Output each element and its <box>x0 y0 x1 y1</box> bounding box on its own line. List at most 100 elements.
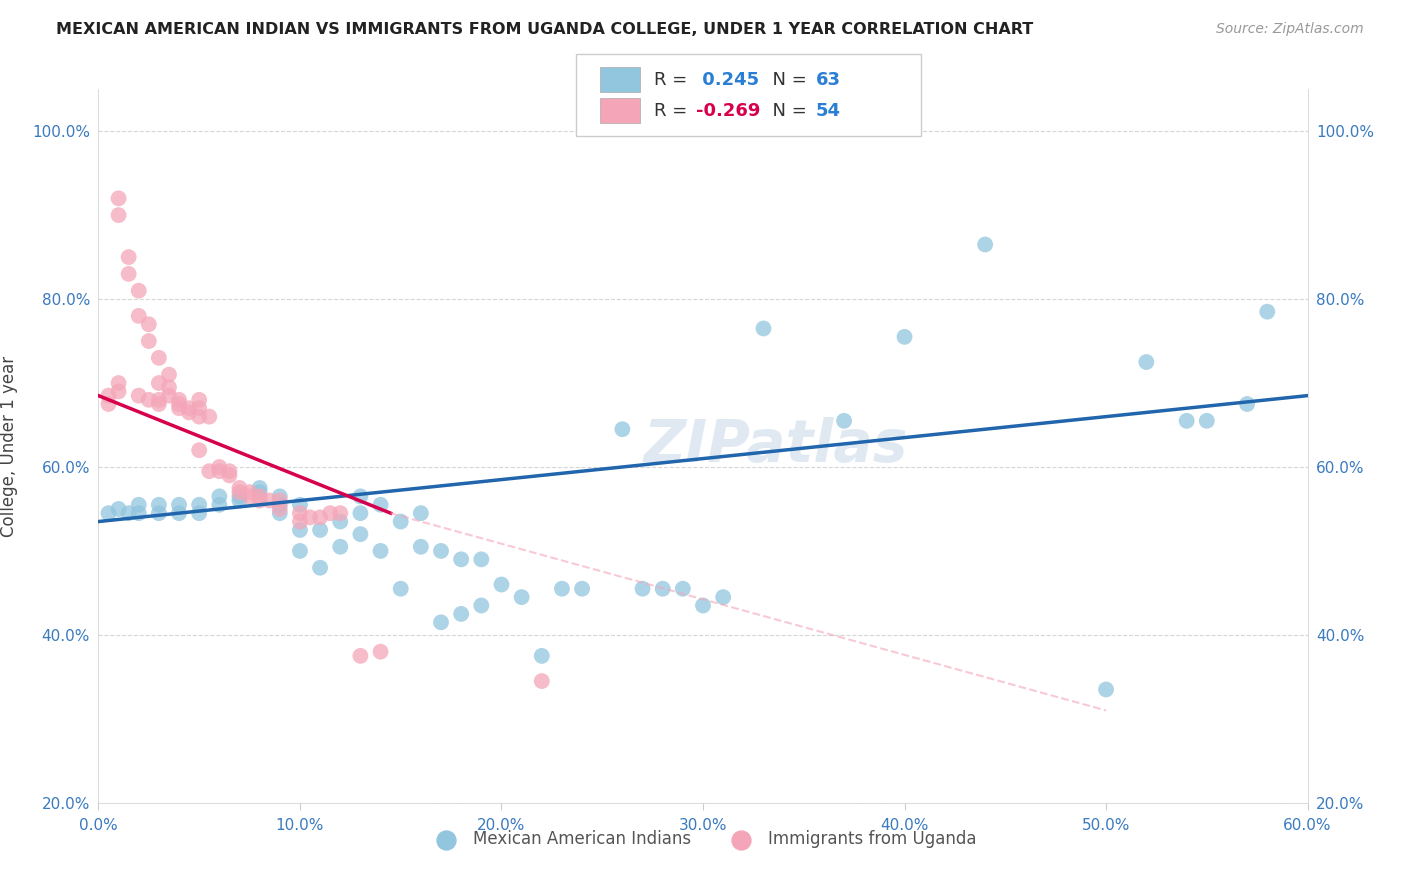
Text: ZIPatlas: ZIPatlas <box>644 417 908 475</box>
Point <box>349 648 371 663</box>
Point <box>409 540 432 554</box>
Text: R =: R = <box>654 102 693 120</box>
Point <box>832 414 855 428</box>
Point <box>510 590 533 604</box>
Text: MEXICAN AMERICAN INDIAN VS IMMIGRANTS FROM UGANDA COLLEGE, UNDER 1 YEAR CORRELAT: MEXICAN AMERICAN INDIAN VS IMMIGRANTS FR… <box>56 22 1033 37</box>
Point <box>370 544 392 558</box>
Point <box>97 506 120 520</box>
Point <box>218 468 240 483</box>
Legend: Mexican American Indians, Immigrants from Uganda: Mexican American Indians, Immigrants fro… <box>423 824 983 855</box>
Text: N =: N = <box>761 71 813 89</box>
Point <box>97 389 120 403</box>
Point <box>249 485 271 500</box>
Point <box>389 582 412 596</box>
Point <box>349 527 371 541</box>
Point <box>239 485 262 500</box>
Point <box>157 380 180 394</box>
Point <box>288 523 311 537</box>
Point <box>288 498 311 512</box>
Point <box>319 506 342 520</box>
Point <box>491 577 513 591</box>
Point <box>974 237 997 252</box>
Point <box>309 510 332 524</box>
Point <box>249 489 271 503</box>
Point <box>148 397 170 411</box>
Text: 0.245: 0.245 <box>696 71 759 89</box>
Point <box>370 498 392 512</box>
Point <box>752 321 775 335</box>
Point <box>208 460 231 475</box>
Point <box>288 506 311 520</box>
Point <box>288 544 311 558</box>
Point <box>128 506 150 520</box>
Point <box>179 401 201 416</box>
Point <box>179 405 201 419</box>
Point <box>148 351 170 365</box>
Point <box>893 330 915 344</box>
Point <box>450 552 472 566</box>
Point <box>450 607 472 621</box>
Point <box>309 523 332 537</box>
Point <box>349 489 371 503</box>
Point <box>118 267 141 281</box>
Point <box>228 493 250 508</box>
Point <box>107 384 129 399</box>
Point <box>148 376 170 390</box>
Point <box>672 582 695 596</box>
Point <box>1175 414 1198 428</box>
Point <box>692 599 714 613</box>
Point <box>651 582 673 596</box>
Text: -0.269: -0.269 <box>696 102 761 120</box>
Point <box>228 481 250 495</box>
Point <box>269 506 291 520</box>
Point <box>208 498 231 512</box>
Point <box>167 397 190 411</box>
Point <box>107 191 129 205</box>
Point <box>711 590 734 604</box>
Point <box>269 493 291 508</box>
Y-axis label: College, Under 1 year: College, Under 1 year <box>0 355 18 537</box>
Point <box>1256 304 1278 318</box>
Point <box>167 401 190 416</box>
Point <box>329 506 352 520</box>
Point <box>107 208 129 222</box>
Point <box>1236 397 1258 411</box>
Point <box>409 506 432 520</box>
Point <box>167 392 190 407</box>
Point <box>218 464 240 478</box>
Point <box>612 422 634 436</box>
Point <box>97 397 120 411</box>
Point <box>188 443 211 458</box>
Point <box>571 582 593 596</box>
Point <box>530 648 553 663</box>
Point <box>1095 682 1118 697</box>
Point <box>249 481 271 495</box>
Point <box>188 409 211 424</box>
Text: 63: 63 <box>815 71 841 89</box>
Point <box>389 515 412 529</box>
Point <box>299 510 322 524</box>
Point <box>470 552 492 566</box>
Point <box>1195 414 1218 428</box>
Point <box>228 489 250 503</box>
Point <box>208 464 231 478</box>
Point <box>188 392 211 407</box>
Point <box>631 582 654 596</box>
Point <box>128 498 150 512</box>
Point <box>269 489 291 503</box>
Point <box>157 368 180 382</box>
Point <box>430 544 453 558</box>
Point <box>118 506 141 520</box>
Point <box>118 250 141 264</box>
Point <box>148 392 170 407</box>
Point <box>157 389 180 403</box>
Point <box>167 498 190 512</box>
Point <box>148 498 170 512</box>
Point <box>138 318 160 332</box>
Text: R =: R = <box>654 71 693 89</box>
Point <box>128 309 150 323</box>
Point <box>107 502 129 516</box>
Point <box>249 493 271 508</box>
Point <box>1135 355 1157 369</box>
Point <box>530 674 553 689</box>
